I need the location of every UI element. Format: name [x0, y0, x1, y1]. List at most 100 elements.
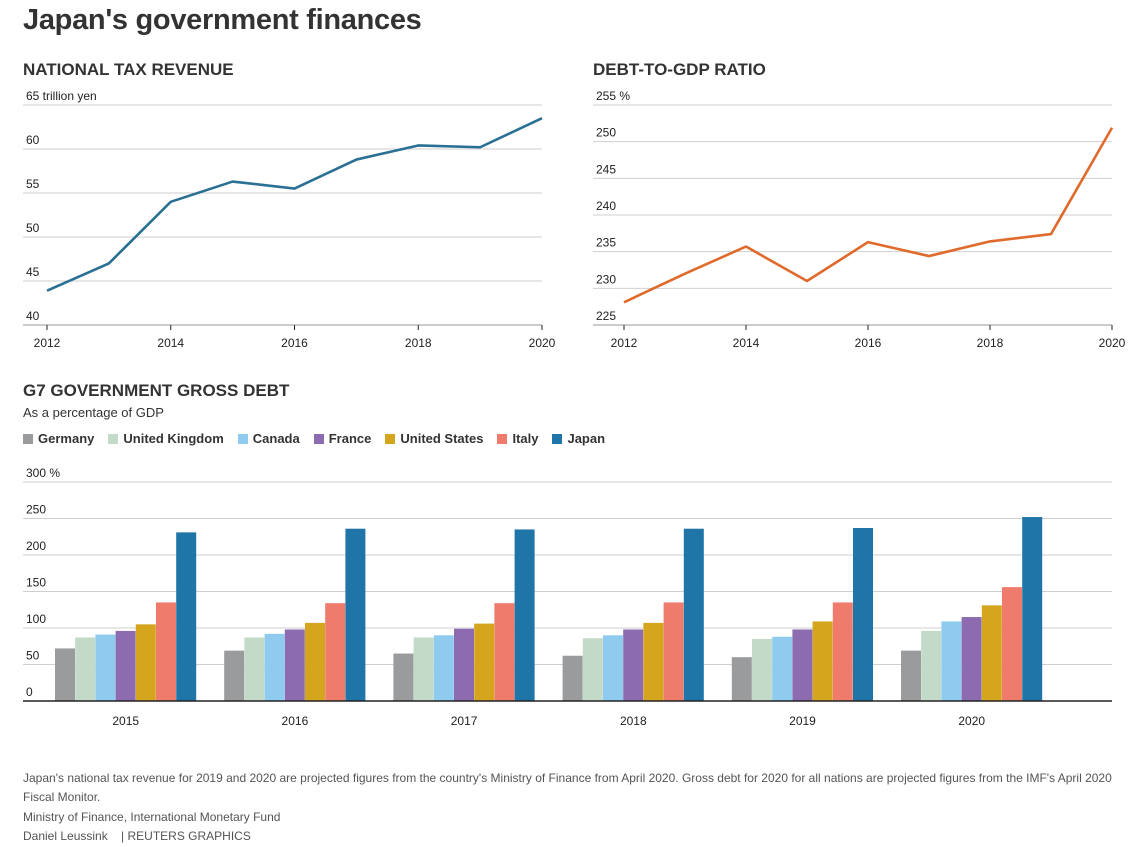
bar-united-states-2020 [981, 605, 1002, 701]
tax-unit-label: 65 trillion yen [26, 89, 97, 103]
g7-xtick-label: 2017 [451, 714, 478, 728]
legend-swatch [237, 433, 248, 444]
tax-xtick-label: 2016 [281, 336, 308, 350]
g7-ytick-label: 50 [26, 649, 40, 663]
legend-label: Canada [252, 431, 300, 446]
footnote-note: Japan's national tax revenue for 2019 an… [23, 771, 1112, 804]
bar-germany-2020 [901, 650, 921, 701]
legend-swatch [552, 433, 563, 444]
bar-italy-2019 [832, 602, 853, 701]
legend-label: France [328, 431, 372, 446]
legend-label: Germany [38, 431, 95, 446]
bar-canada-2015 [95, 634, 116, 701]
g7-legend: Germany United Kingdom Canada France Uni… [23, 431, 605, 446]
tax-xtick-label: 2018 [405, 336, 432, 350]
tax-ytick-label: 50 [26, 221, 40, 235]
bar-italy-2016 [325, 603, 346, 701]
g7-ytick-label: 250 [26, 503, 46, 517]
bar-japan-2019 [853, 527, 873, 701]
debt-ytick-label: 245 [596, 162, 616, 176]
legend-label: Italy [512, 431, 539, 446]
debt-xtick-label: 2020 [1099, 336, 1126, 350]
bar-canada-2020 [941, 621, 962, 701]
g7-xtick-label: 2015 [112, 714, 139, 728]
g7-xtick-label: 2018 [620, 714, 647, 728]
bar-france-2017 [454, 628, 474, 701]
bar-canada-2018 [603, 635, 623, 701]
bar-germany-2018 [562, 655, 583, 701]
debt-xtick-label: 2014 [733, 336, 760, 350]
footnote-source: Ministry of Finance, International Monet… [23, 810, 281, 824]
bar-united-states-2019 [812, 621, 833, 701]
bar-united-states-2015 [135, 624, 156, 701]
bar-italy-2018 [663, 602, 684, 701]
bar-france-2019 [792, 629, 813, 701]
tax-xtick-label: 2012 [34, 336, 61, 350]
bar-germany-2017 [393, 653, 414, 701]
bar-canada-2016 [264, 633, 285, 701]
bar-italy-2017 [494, 603, 515, 701]
tax-ytick-label: 45 [26, 265, 40, 279]
g7-xtick-label: 2020 [958, 714, 985, 728]
bar-germany-2019 [731, 657, 752, 701]
bar-france-2018 [623, 629, 644, 701]
tax-ytick-label: 60 [26, 133, 40, 147]
legend-item-germany: Germany [23, 431, 94, 446]
bar-france-2015 [115, 630, 136, 701]
tax-xtick-label: 2014 [157, 336, 184, 350]
bar-united-kingdom-2020 [921, 630, 942, 701]
legend-swatch [23, 433, 33, 444]
bar-canada-2019 [772, 636, 793, 701]
bar-japan-2016 [345, 528, 366, 701]
legend-item-italy: Italy [497, 431, 538, 446]
bar-united-kingdom-2016 [244, 637, 265, 701]
g7-ytick-label: 150 [26, 576, 46, 590]
bar-japan-2015 [176, 532, 197, 701]
tax-series-line [46, 117, 543, 292]
debt-chart-title: DEBT-TO-GDP RATIO [593, 60, 766, 79]
debt-ytick-label: 235 [596, 236, 616, 250]
bar-united-kingdom-2019 [752, 638, 772, 701]
legend-item-france: France [313, 431, 372, 446]
tax-chart-title: NATIONAL TAX REVENUE [23, 60, 234, 79]
bar-italy-2015 [156, 602, 176, 701]
bar-united-kingdom-2015 [75, 637, 96, 701]
bar-united-kingdom-2018 [582, 638, 603, 701]
debt-ytick-label: 250 [596, 126, 616, 140]
legend-swatch [497, 433, 508, 444]
bar-united-states-2016 [305, 622, 325, 701]
bar-germany-2016 [224, 650, 245, 701]
legend-label: Japan [567, 431, 606, 446]
tax-ytick-label: 55 [26, 177, 40, 191]
g7-xtick-label: 2019 [789, 714, 816, 728]
legend-item-japan: Japan [552, 431, 605, 446]
debt-xtick-label: 2012 [611, 336, 638, 350]
bar-france-2016 [284, 629, 305, 701]
debt-xtick-label: 2018 [977, 336, 1004, 350]
g7-ytick-label: 200 [26, 539, 46, 553]
debt-series-line [623, 127, 1114, 304]
debt-xtick-label: 2016 [855, 336, 882, 350]
tax-xtick-label: 2020 [529, 336, 556, 350]
bar-italy-2020 [1002, 587, 1022, 701]
bar-france-2020 [961, 617, 982, 701]
g7-chart-title: G7 GOVERNMENT GROSS DEBT [23, 381, 290, 400]
bar-united-kingdom-2017 [413, 637, 434, 701]
legend-label: United Kingdom [123, 431, 224, 446]
legend-item-united-states: United States [385, 431, 483, 446]
legend-item-canada: Canada [237, 431, 300, 446]
bar-united-states-2017 [474, 623, 495, 701]
g7-ytick-label: 0 [26, 685, 33, 699]
debt-ytick-label: 240 [596, 199, 616, 213]
legend-label: United States [400, 431, 484, 446]
bar-japan-2018 [683, 528, 704, 701]
debt-unit-label: 255 % [596, 89, 630, 103]
bar-japan-2020 [1022, 517, 1043, 701]
bar-canada-2017 [433, 635, 454, 701]
g7-unit-label: 300 % [26, 466, 60, 480]
legend-swatch [313, 433, 324, 444]
tax-ytick-label: 40 [26, 309, 40, 323]
debt-ytick-label: 230 [596, 272, 616, 286]
legend-item-united-kingdom: United Kingdom [108, 431, 224, 446]
